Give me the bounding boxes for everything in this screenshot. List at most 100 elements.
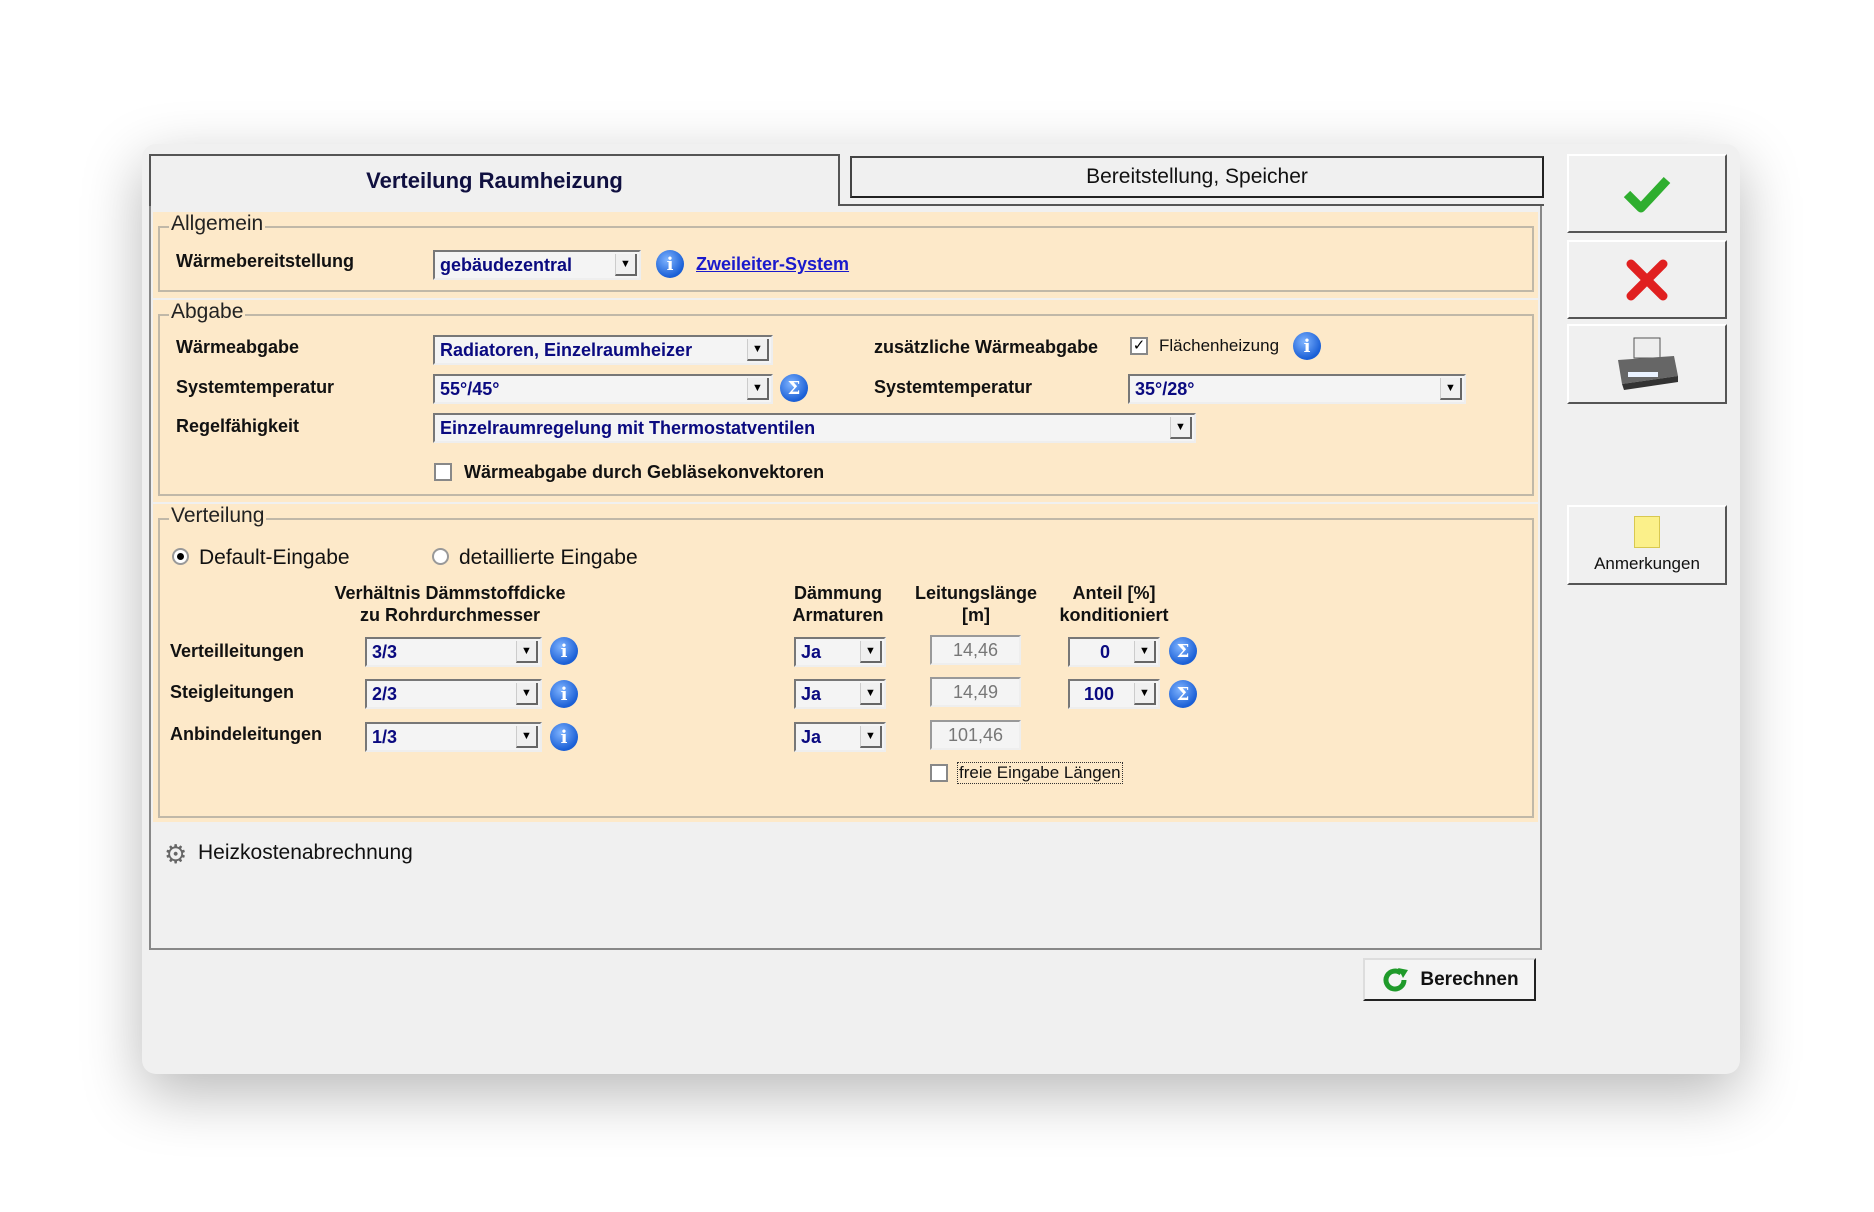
systemtemperatur-select[interactable]: 55°/45° ▼: [433, 374, 773, 404]
chevron-down-icon[interactable]: ▼: [860, 726, 882, 748]
ratio-select-anbindeleitungen[interactable]: 1/3 ▼: [365, 722, 542, 752]
label-anbindeleitungen: Anbindeleitungen: [170, 724, 322, 744]
legend-abgabe: Abgabe: [169, 300, 246, 324]
cancel-button[interactable]: [1567, 240, 1727, 319]
header-line: Verhältnis Dämmstoffdicke: [334, 583, 566, 603]
chevron-down-icon[interactable]: ▼: [1134, 683, 1156, 705]
header-line: Leitungslänge: [914, 583, 1037, 603]
zweileiter-system-link[interactable]: Zweileiter-System: [696, 254, 850, 274]
laenge-field-anbindeleitungen: 101,46: [930, 720, 1021, 750]
laenge-field-steigleitungen: 14,49: [930, 677, 1021, 707]
note-icon: [1634, 516, 1660, 548]
label-geblaese: Wärmeabgabe durch Gebläsekonvektoren: [464, 462, 825, 482]
select-value: Einzelraumregelung mit Thermostatventile…: [440, 417, 816, 438]
label-detaillierte-eingabe: detaillierte Eingabe: [459, 546, 638, 569]
geblaese-checkbox[interactable]: [434, 463, 452, 481]
header-line: [m]: [962, 605, 990, 625]
tab-divider: [840, 204, 1544, 206]
label-waermeabgabe: Wärmeabgabe: [176, 337, 300, 357]
header-line: Dämmung: [793, 583, 882, 603]
header-anteil: Anteil [%] konditioniert: [1044, 582, 1184, 626]
gear-icon[interactable]: ⚙: [164, 839, 188, 869]
tab-verteilung-raumheizung[interactable]: Verteilung Raumheizung: [149, 154, 840, 206]
detaillierte-eingabe-radio[interactable]: [432, 548, 449, 565]
select-value: gebäudezentral: [440, 254, 573, 275]
tab-bereitstellung-speicher[interactable]: Bereitstellung, Speicher: [850, 156, 1544, 198]
chevron-down-icon[interactable]: ▼: [1134, 641, 1156, 663]
berechnen-label: Berechnen: [1420, 968, 1519, 990]
chevron-down-icon[interactable]: ▼: [516, 726, 538, 748]
select-value: Ja: [801, 641, 822, 662]
label-regelfaehigkeit: Regelfähigkeit: [176, 416, 300, 436]
header-line: Anteil [%]: [1072, 583, 1156, 603]
ratio-select-steigleitungen[interactable]: 2/3 ▼: [365, 679, 542, 709]
select-value: 3/3: [372, 641, 398, 662]
header-leitungslaenge: Leitungslänge [m]: [901, 582, 1051, 626]
default-eingabe-radio[interactable]: [172, 548, 189, 565]
sigma-icon[interactable]: Σ: [780, 374, 808, 402]
legend-allgemein: Allgemein: [169, 212, 266, 236]
info-icon[interactable]: i: [550, 723, 578, 751]
waermebereitstellung-select[interactable]: gebäudezentral ▼: [433, 250, 641, 280]
chevron-down-icon[interactable]: ▼: [1440, 378, 1462, 400]
group-abgabe-border: [158, 314, 1534, 496]
chevron-down-icon[interactable]: ▼: [860, 683, 882, 705]
anteil-select-steigleitungen[interactable]: 100 ▼: [1068, 679, 1160, 709]
printer-icon: [1618, 337, 1678, 390]
waermeabgabe-select[interactable]: Radiatoren, Einzelraumheizer ▼: [433, 335, 773, 365]
label-steigleitungen: Steigleitungen: [170, 682, 295, 702]
berechnen-button[interactable]: Berechnen: [1363, 958, 1536, 1001]
anteil-select-verteilleitungen[interactable]: 0 ▼: [1068, 637, 1160, 667]
select-value: 55°/45°: [440, 378, 500, 399]
label-flaechenheizung: Flächenheizung: [1159, 336, 1280, 355]
sigma-icon[interactable]: Σ: [1169, 637, 1197, 665]
select-value: 35°/28°: [1135, 378, 1195, 399]
label-default-eingabe: Default-Eingabe: [199, 546, 350, 569]
header-line: Armaturen: [792, 605, 884, 625]
chevron-down-icon[interactable]: ▼: [1170, 417, 1192, 439]
freie-eingabe-checkbox[interactable]: [930, 764, 948, 782]
anmerkungen-button[interactable]: Anmerkungen: [1567, 505, 1727, 585]
select-value: 1/3: [372, 726, 398, 747]
chevron-down-icon[interactable]: ▼: [747, 378, 769, 400]
chevron-down-icon[interactable]: ▼: [516, 683, 538, 705]
chevron-down-icon[interactable]: ▼: [516, 641, 538, 663]
select-value: 2/3: [372, 683, 398, 704]
info-icon[interactable]: i: [550, 680, 578, 708]
info-icon[interactable]: i: [550, 637, 578, 665]
regelfaehigkeit-select[interactable]: Einzelraumregelung mit Thermostatventile…: [433, 413, 1196, 443]
anmerkungen-label: Anmerkungen: [1594, 554, 1700, 573]
chevron-down-icon[interactable]: ▼: [615, 254, 637, 276]
info-icon[interactable]: i: [656, 250, 684, 278]
header-daemmung: Dämmung Armaturen: [778, 582, 898, 626]
label-systemtemperatur-2: Systemtemperatur: [874, 377, 1033, 397]
chevron-down-icon[interactable]: ▼: [860, 641, 882, 663]
chevron-down-icon[interactable]: ▼: [747, 339, 769, 361]
flaechenheizung-checkbox[interactable]: ✓: [1130, 337, 1148, 355]
ratio-select-verteilleitungen[interactable]: 3/3 ▼: [365, 637, 542, 667]
label-verteilleitungen: Verteilleitungen: [170, 641, 305, 661]
group-verteilung-border: [158, 518, 1534, 818]
daemmung-select-verteilleitungen[interactable]: Ja ▼: [794, 637, 886, 667]
select-value: Ja: [801, 683, 822, 704]
ok-button[interactable]: [1567, 154, 1727, 233]
header-line: zu Rohrdurchmesser: [359, 605, 541, 625]
label-freie-eingabe: freie Eingabe Längen: [957, 762, 1123, 784]
systemtemperatur-2-select[interactable]: 35°/28° ▼: [1128, 374, 1466, 404]
daemmung-select-anbindeleitungen[interactable]: Ja ▼: [794, 722, 886, 752]
daemmung-select-steigleitungen[interactable]: Ja ▼: [794, 679, 886, 709]
radio-dot: [177, 553, 184, 560]
sigma-icon[interactable]: Σ: [1169, 680, 1197, 708]
close-icon: [1626, 259, 1668, 300]
select-value: 100: [1084, 683, 1115, 704]
group-allgemein-border: [158, 226, 1534, 292]
heizkostenabrechnung-link[interactable]: Heizkostenabrechnung: [198, 841, 413, 864]
label-zusaetzliche-waermeabgabe: zusätzliche Wärmeabgabe: [874, 337, 1099, 357]
refresh-icon: [1383, 967, 1409, 991]
print-button[interactable]: [1567, 324, 1727, 404]
select-value: Radiatoren, Einzelraumheizer: [440, 339, 693, 360]
label-waermebereitstellung: Wärmebereitstellung: [176, 251, 355, 271]
info-icon[interactable]: i: [1293, 332, 1321, 360]
header-line: konditioniert: [1059, 605, 1169, 625]
header-verhaeltnis: Verhältnis Dämmstoffdicke zu Rohrdurchmes…: [300, 582, 600, 626]
